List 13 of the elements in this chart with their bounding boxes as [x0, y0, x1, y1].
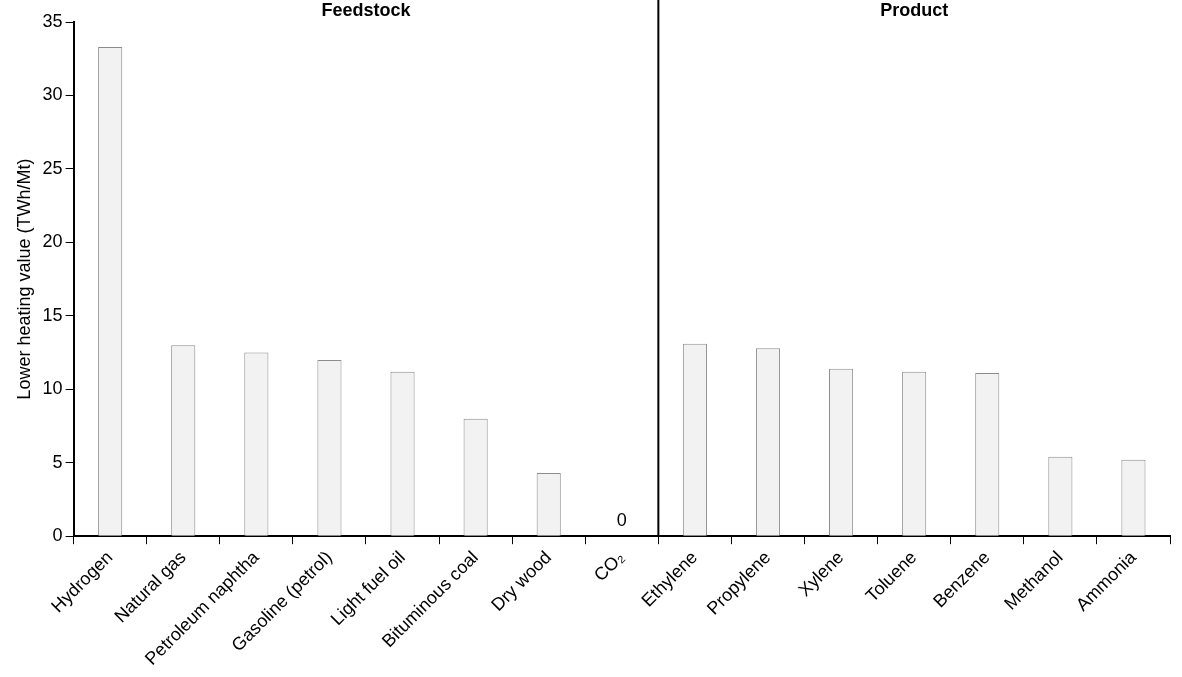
y-tick-label: 15	[42, 304, 63, 325]
y-axis-title: Lower heating value (TWh/Mt)	[13, 158, 34, 400]
y-tick-label: 0	[52, 525, 63, 546]
y-tick-label: 20	[42, 231, 63, 252]
x-tick-label: CO₂	[589, 547, 629, 586]
y-tick-label: 25	[42, 157, 63, 178]
y-tick-label: 35	[42, 10, 63, 31]
y-tick-label: 10	[42, 378, 63, 399]
y-tick-label: 5	[52, 451, 63, 472]
y-tick-label: 30	[42, 84, 63, 105]
data-label: 0	[616, 510, 627, 531]
text: Product	[880, 0, 949, 20]
text: Feedstock	[321, 0, 412, 20]
